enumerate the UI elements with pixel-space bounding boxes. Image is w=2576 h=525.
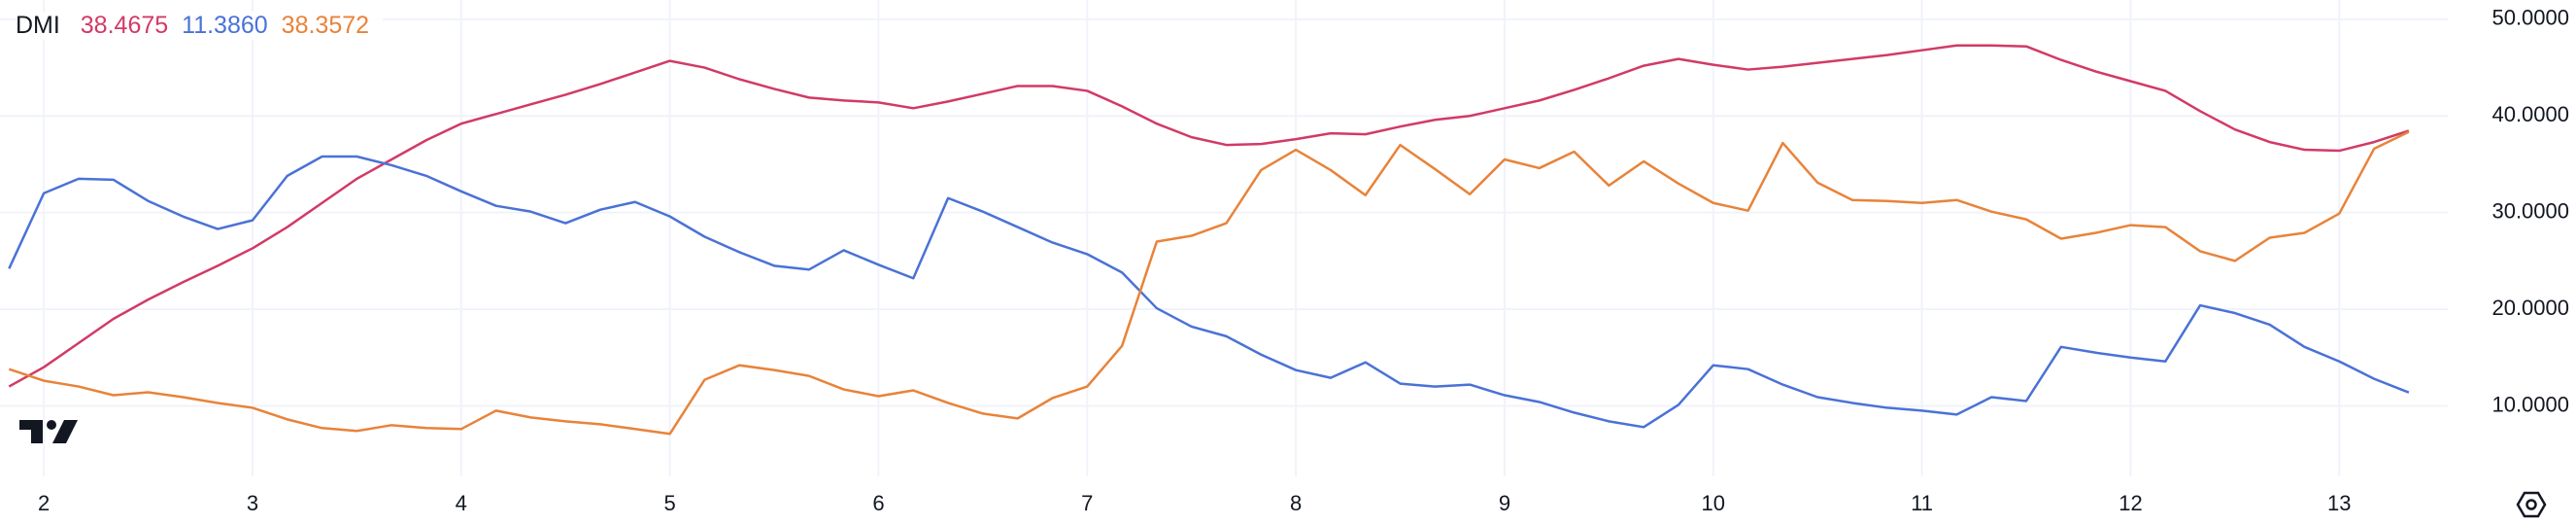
x-tick-label: 11 xyxy=(1911,491,1933,515)
axes: 10.0000 20.0000 30.0000 40.0000 50.0000 2 3 4 5 6… xyxy=(38,6,2569,515)
legend-value: 38.3572 xyxy=(281,12,370,39)
y-tick-label: 10.0000 xyxy=(2491,392,2569,416)
plot-lines xyxy=(8,44,2410,436)
x-tick-label: 8 xyxy=(1290,491,1302,515)
line-series xyxy=(8,155,2410,429)
x-tick-label: 13 xyxy=(2327,491,2351,515)
grid xyxy=(0,0,2448,476)
x-tick-label: 10 xyxy=(1702,491,1725,515)
indicator-title: DMI xyxy=(16,12,60,39)
settings-dot xyxy=(2525,499,2537,510)
x-tick-label: 12 xyxy=(2118,491,2142,515)
x-tick-label: 5 xyxy=(663,491,675,515)
x-tick-label: 3 xyxy=(247,491,258,515)
legend: DMI 38.4675 11.3860 38.3572 xyxy=(16,12,384,40)
y-tick-label: 30.0000 xyxy=(2491,198,2569,223)
logo xyxy=(19,420,78,443)
x-tick-label: 7 xyxy=(1081,491,1093,515)
logo-part xyxy=(19,420,43,443)
y-tick-label: 50.0000 xyxy=(2491,6,2569,30)
legend-value: 11.3860 xyxy=(182,12,268,39)
settings-icon[interactable] xyxy=(2516,491,2547,518)
x-tick-label: 2 xyxy=(38,491,50,515)
y-tick-label: 20.0000 xyxy=(2491,296,2569,320)
x-tick-label: 6 xyxy=(872,491,884,515)
logo-part xyxy=(52,420,78,443)
legend-value: 38.4675 xyxy=(80,12,169,39)
settings-hexagon xyxy=(2516,491,2547,518)
line-series xyxy=(8,44,2410,388)
x-tick-label: 9 xyxy=(1499,491,1510,515)
logo-part xyxy=(47,420,56,430)
y-tick-label: 40.0000 xyxy=(2491,102,2569,126)
line-series xyxy=(8,130,2410,436)
x-tick-label: 4 xyxy=(456,491,467,515)
